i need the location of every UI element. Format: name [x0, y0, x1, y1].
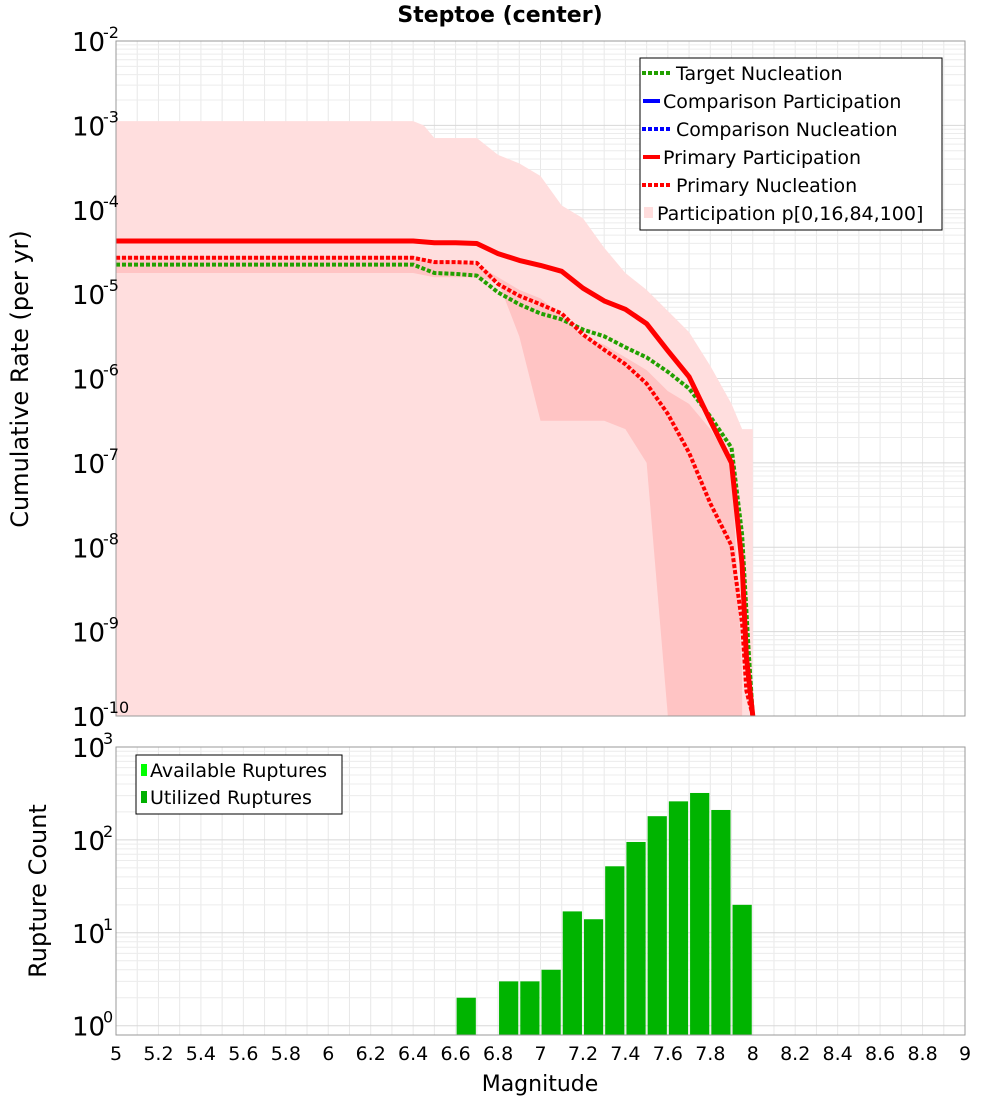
x-tick-label: 8.4 — [823, 1043, 853, 1065]
y-tick-label: 10 — [72, 734, 105, 764]
y-tick-exponent: 0 — [103, 1008, 113, 1027]
y-tick-exponent: -2 — [103, 23, 119, 42]
bar — [456, 997, 476, 1035]
x-tick-label: 5.6 — [228, 1043, 258, 1065]
top-plot-frame — [115, 40, 966, 717]
x-tick-label: 7.8 — [695, 1043, 725, 1065]
y-tick-exponent: -9 — [103, 614, 119, 633]
legend-label: Primary Participation — [663, 147, 861, 169]
series-target-nucleation — [116, 262, 755, 717]
bar — [711, 809, 731, 1035]
band-p16-p84 — [116, 256, 743, 716]
x-ticks: 5 5.2 5.4 5.6 5.8 6 6.2 6.4 6.6 6.8 7 7.2 7.4 7.6 7.8 8… — [110, 1043, 971, 1065]
x-tick-label: 8.8 — [907, 1043, 937, 1065]
series-primary-nucleation — [116, 255, 755, 717]
y-tick-exponent: 3 — [103, 729, 113, 748]
x-tick-label: 8 — [747, 1043, 759, 1065]
y-tick-label: 10 — [72, 703, 105, 733]
bar — [583, 919, 604, 1035]
x-tick-label: 7 — [534, 1043, 546, 1065]
x-tick-label: 9 — [959, 1043, 971, 1065]
x-tick-label: 7.4 — [610, 1043, 640, 1065]
chart-title: Steptoe (center) — [397, 3, 602, 28]
legend-label: Primary Nucleation — [676, 175, 857, 197]
bottom-y-axis-label: Rupture Count — [24, 804, 52, 978]
y-tick-label: 10 — [72, 619, 105, 649]
y-tick-exponent: -10 — [103, 698, 129, 717]
legend-swatch — [644, 207, 653, 218]
x-tick-label: 5.2 — [143, 1043, 173, 1065]
y-tick-label: 10 — [72, 827, 105, 857]
bar — [732, 904, 752, 1035]
y-tick-exponent: -3 — [103, 107, 119, 126]
bar — [541, 969, 561, 1035]
y-tick-label: 10 — [72, 1013, 105, 1043]
legend-swatch — [141, 764, 147, 776]
top-y-axis-label: Cumulative Rate (per yr) — [6, 230, 34, 528]
x-axis-label: Magnitude — [482, 1072, 599, 1097]
y-tick-exponent: 1 — [103, 915, 113, 934]
x-tick-label: 6.6 — [440, 1043, 470, 1065]
y-tick-label: 10 — [72, 366, 105, 396]
y-tick-label: 10 — [72, 197, 105, 227]
rupture-bars — [456, 792, 752, 1035]
y-tick-label: 10 — [72, 281, 105, 311]
bar — [520, 981, 540, 1035]
y-tick-exponent: -5 — [103, 276, 119, 295]
bar — [605, 866, 625, 1035]
legend-label: Utilized Ruptures — [150, 787, 312, 809]
top-legend: Target Nucleation Comparison Participatio… — [639, 57, 943, 231]
y-tick-exponent: -8 — [103, 529, 119, 548]
x-tick-label: 6.2 — [356, 1043, 386, 1065]
legend-label: Target Nucleation — [675, 63, 843, 85]
bar — [499, 981, 519, 1035]
bottom-legend: Available Ruptures Utilized Ruptures — [135, 754, 343, 815]
bar — [562, 911, 582, 1035]
y-tick-exponent: -6 — [103, 361, 119, 380]
legend-label: Comparison Nucleation — [676, 119, 898, 141]
bar — [626, 841, 646, 1035]
x-tick-label: 6.8 — [483, 1043, 513, 1065]
y-tick-label: 10 — [72, 112, 105, 142]
x-tick-label: 8.6 — [865, 1043, 895, 1065]
x-tick-label: 5.8 — [271, 1043, 301, 1065]
y-tick-label: 10 — [72, 28, 105, 58]
y-tick-exponent: 2 — [103, 822, 113, 841]
x-tick-label: 8.2 — [780, 1043, 810, 1065]
bar — [690, 792, 710, 1035]
legend-label: Participation p[0,16,84,100] — [657, 203, 923, 225]
rate-series — [116, 238, 756, 717]
legend-swatch — [141, 791, 147, 803]
y-tick-exponent: -7 — [103, 445, 119, 464]
y-tick-label: 10 — [72, 450, 105, 480]
y-tick-label: 10 — [72, 534, 105, 564]
bar — [647, 816, 667, 1035]
x-tick-label: 5.4 — [186, 1043, 216, 1065]
percentile-bands — [116, 121, 753, 716]
y-tick-label: 10 — [72, 920, 105, 950]
legend-label: Comparison Participation — [663, 91, 901, 113]
bar — [668, 801, 689, 1035]
series-primary-participation — [116, 238, 756, 717]
y-tick-exponent: -4 — [103, 192, 119, 211]
x-tick-label: 6 — [322, 1043, 334, 1065]
x-tick-label: 7.6 — [653, 1043, 683, 1065]
x-tick-label: 7.2 — [568, 1043, 598, 1065]
x-tick-label: 5 — [110, 1043, 122, 1065]
legend-label: Available Ruptures — [150, 760, 327, 782]
bottom-plot-frame — [115, 746, 966, 1036]
x-tick-label: 6.4 — [398, 1043, 428, 1065]
